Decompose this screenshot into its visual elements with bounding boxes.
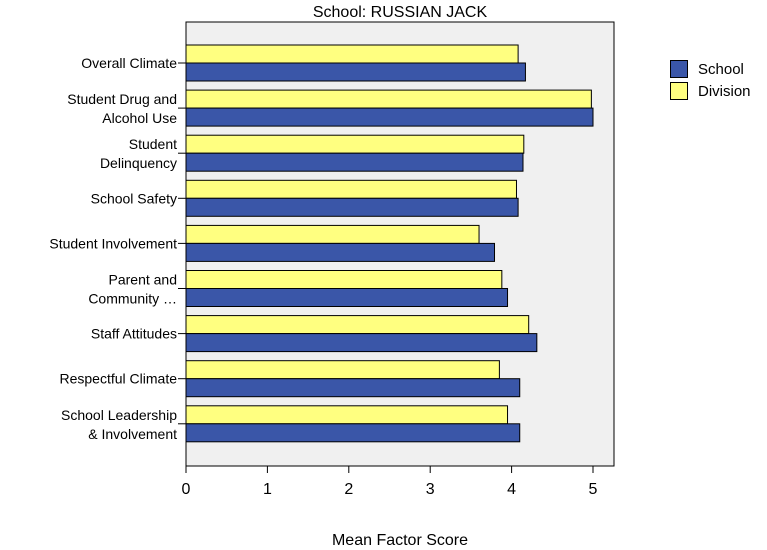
- x-tick-label: 3: [426, 481, 435, 498]
- bar-division-2: [185, 134, 525, 154]
- bar-school-4: [185, 242, 496, 262]
- bar-school-7: [185, 378, 521, 398]
- bar-school-6: [185, 333, 538, 353]
- category-label: Student: [129, 136, 177, 152]
- bar-division-5: [185, 270, 503, 289]
- category-label: Student Drug and: [67, 91, 177, 107]
- x-tick-label: 0: [182, 481, 191, 498]
- bar-division-1: [185, 89, 592, 109]
- x-tick-label: 1: [263, 481, 272, 498]
- legend-swatch-school: [670, 60, 688, 78]
- bar-division-6: [185, 315, 530, 335]
- x-tick-label: 2: [344, 481, 353, 498]
- bar-division-8: [185, 405, 509, 425]
- chart-title: School: RUSSIAN JACK: [313, 4, 488, 21]
- x-axis: 0 1 2 3 4 5: [182, 466, 598, 498]
- category-label: Staff Attitudes: [91, 326, 177, 342]
- category-label: Community …: [88, 291, 177, 307]
- category-label: School Safety: [91, 190, 177, 206]
- category-label: & Involvement: [88, 426, 177, 442]
- category-label: Respectful Climate: [60, 371, 178, 387]
- bar-division-3: [185, 179, 517, 199]
- bar-school-2: [185, 152, 524, 172]
- category-label: Overall Climate: [81, 55, 177, 71]
- x-axis-label: Mean Factor Score: [332, 532, 468, 549]
- bar-school-5: [185, 288, 509, 307]
- category-label: Delinquency: [100, 155, 177, 171]
- bar-school-3: [185, 197, 519, 217]
- category-label: Student Involvement: [49, 235, 177, 251]
- x-tick-label: 5: [589, 481, 598, 498]
- legend-label-school: School: [698, 61, 744, 78]
- category-label: Alcohol Use: [102, 110, 177, 126]
- legend-label-division: Division: [698, 83, 751, 100]
- category-labels: Overall Climate Student Drug and Alcohol U…: [49, 55, 186, 442]
- bar-school-8: [185, 423, 521, 443]
- x-tick-label: 4: [507, 481, 516, 498]
- bar-division-4: [185, 224, 480, 244]
- bar-school-0: [185, 62, 526, 82]
- category-label: Parent and: [109, 272, 178, 288]
- category-label: School Leadership: [61, 407, 177, 423]
- legend-swatch-division: [670, 82, 688, 100]
- bar-division-7: [185, 360, 500, 380]
- bar-division-0: [185, 44, 519, 64]
- bars-group: [185, 44, 594, 443]
- bar-school-1: [185, 107, 594, 127]
